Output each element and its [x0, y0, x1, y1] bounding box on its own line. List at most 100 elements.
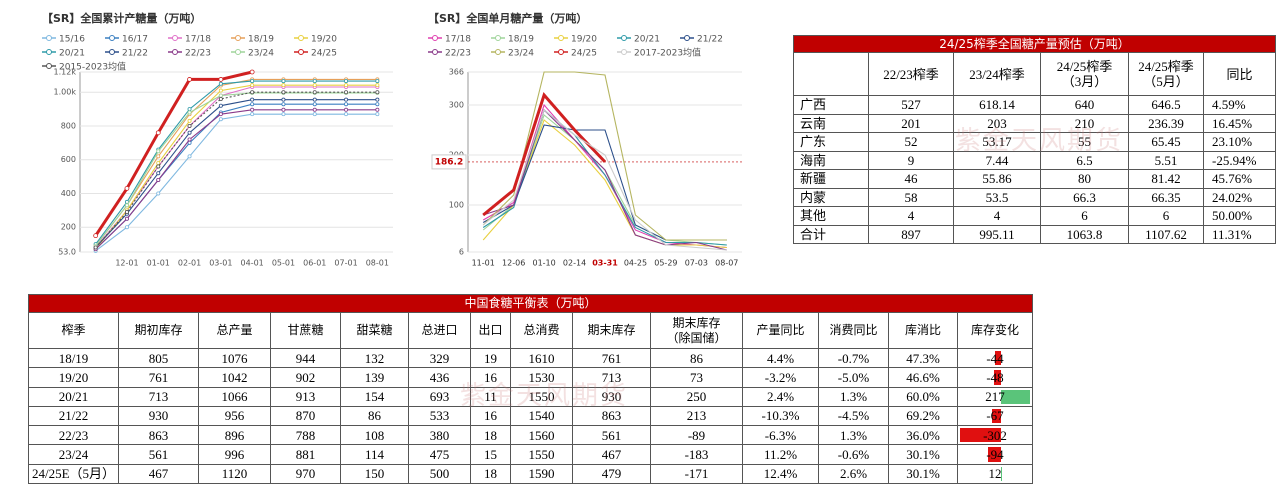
- table-cell: 203: [954, 114, 1041, 133]
- series-point: [312, 90, 317, 95]
- series-point: [250, 102, 255, 107]
- header-cell: 甘蔗糖: [271, 313, 341, 349]
- table-cell: 913: [271, 387, 341, 407]
- table-cell: 1063.8: [1041, 225, 1129, 244]
- table-cell: 329: [409, 349, 471, 369]
- table-cell: 60.0%: [889, 387, 958, 407]
- table-cell: 114: [341, 445, 409, 465]
- table-cell: 19/20: [29, 368, 119, 388]
- series-point: [156, 171, 161, 176]
- change-label: -44: [986, 350, 1004, 366]
- series-point: [187, 118, 192, 123]
- table-cell: 2.6%: [819, 464, 889, 484]
- y-tick-label: 6: [459, 248, 464, 257]
- table-cell: -6.3%: [743, 426, 819, 446]
- change-label: -302: [983, 427, 1007, 443]
- series-point: [281, 112, 286, 117]
- series-point: [249, 69, 255, 75]
- table-cell: 500: [409, 464, 471, 484]
- change-label: -48: [986, 369, 1004, 385]
- table-cell: 995.11: [954, 225, 1041, 244]
- series-point: [187, 137, 192, 142]
- table-cell: 47.3%: [889, 349, 958, 369]
- table-cell: 合计: [794, 225, 869, 244]
- change-label: -67: [986, 408, 1004, 424]
- legend-swatch: [432, 49, 438, 55]
- series-point: [312, 79, 317, 84]
- series-point: [375, 97, 380, 102]
- table-cell: 46: [869, 170, 954, 189]
- table-cell: 693: [409, 387, 471, 407]
- legend-swatch: [235, 49, 241, 55]
- table-cell: 1.3%: [819, 426, 889, 446]
- table-cell: 66.35: [1129, 188, 1204, 207]
- legend-label: 24/25: [311, 49, 337, 59]
- table-cell: 863: [119, 426, 199, 446]
- x-tick-label: 12-06: [502, 259, 525, 268]
- table-cell: 7.44: [954, 151, 1041, 170]
- table-cell: 6.5: [1041, 151, 1129, 170]
- legend-swatch: [495, 49, 501, 55]
- table-cell: 12.4%: [743, 464, 819, 484]
- table-title: 24/25榨季全国糖产量预估（万吨）: [794, 36, 1276, 53]
- legend-swatch: [172, 49, 178, 55]
- series-point: [124, 203, 129, 208]
- series-point: [250, 83, 255, 88]
- series-point: [218, 88, 223, 93]
- table-cell: -171: [651, 464, 743, 484]
- table-cell: 55: [1041, 133, 1129, 152]
- series-point: [250, 107, 255, 112]
- table-cell: 新疆: [794, 170, 869, 189]
- legend-swatch: [46, 35, 52, 41]
- series-point: [218, 77, 224, 82]
- series-point: [156, 149, 161, 154]
- legend-label: 23/24: [248, 49, 274, 59]
- table-cell: 18/19: [29, 349, 119, 369]
- table-cell: 20/21: [29, 387, 119, 407]
- series-line: [482, 103, 727, 249]
- table-cell: 内蒙: [794, 188, 869, 207]
- change-bar: [1000, 389, 1031, 404]
- x-tick-label: 08-01: [366, 259, 389, 268]
- series-point: [187, 110, 192, 115]
- series-point: [375, 112, 380, 117]
- header-cell: 库存变化: [958, 313, 1033, 349]
- series-point: [218, 93, 223, 98]
- table-cell: 36.0%: [889, 426, 958, 446]
- header-cell: [794, 53, 869, 96]
- table-cell: 45.76%: [1204, 170, 1276, 189]
- table-cell: 24/25E（5月）: [29, 464, 119, 484]
- table-cell: 1120: [199, 464, 271, 484]
- table-cell: 9: [869, 151, 954, 170]
- forecast-table: 24/25榨季全国糖产量预估（万吨） 22/23榨季 23/24榨季 24/25榨季 …: [793, 35, 1276, 244]
- table-cell: 132: [341, 349, 409, 369]
- series-point: [281, 90, 286, 95]
- change-bar: [994, 351, 1001, 366]
- table-cell: 150: [341, 464, 409, 484]
- table-cell: 640: [1041, 96, 1129, 115]
- legend-label: 22/23: [185, 49, 211, 59]
- legend-swatch: [432, 35, 438, 41]
- table-cell: 22/23: [29, 426, 119, 446]
- header-cell: 甜菜糖: [341, 313, 409, 349]
- series-line: [482, 92, 607, 217]
- table-cell: 86: [341, 406, 409, 427]
- table-cell: 80: [1041, 170, 1129, 189]
- x-tick-label: 02-01: [178, 259, 201, 268]
- table-cell: 236.39: [1129, 114, 1204, 133]
- legend-swatch: [621, 35, 627, 41]
- series-point: [312, 97, 317, 102]
- table-cell: 217: [958, 387, 1033, 407]
- table-cell: 4.4%: [743, 349, 819, 369]
- x-tick-label: 03-31: [592, 259, 618, 268]
- table-cell: -3.2%: [743, 368, 819, 388]
- table-cell: 881: [271, 445, 341, 465]
- table-cell: 4: [869, 207, 954, 226]
- table-cell: 213: [651, 406, 743, 427]
- table-cell: 1560: [511, 426, 573, 446]
- series-point: [281, 107, 286, 112]
- table-cell: 23.10%: [1204, 133, 1276, 152]
- change-bar: [960, 428, 1001, 443]
- table-cell: 53.17: [954, 133, 1041, 152]
